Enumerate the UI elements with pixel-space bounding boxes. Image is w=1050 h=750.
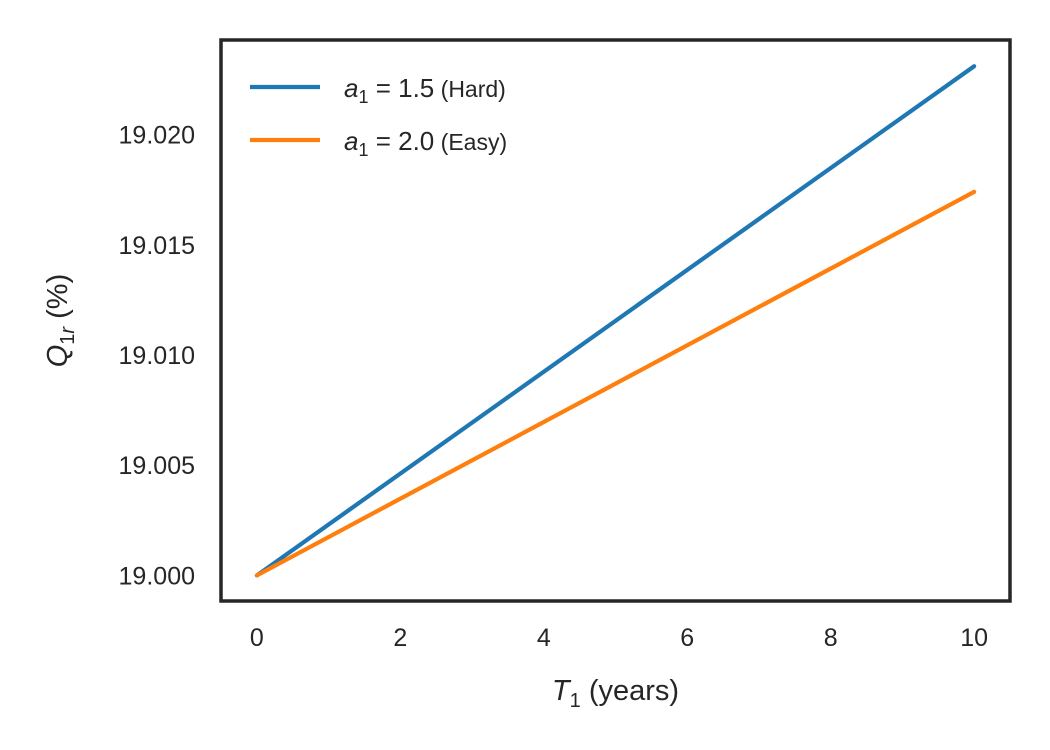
y-tick-label: 19.020 bbox=[119, 122, 195, 150]
ticks-layer: 0 2 4 6 8 10 19.000 19.005 19.010 19.015 19.020 bbox=[119, 122, 989, 652]
legend-symbol: a bbox=[344, 126, 358, 156]
y-axis-label-subscript-italic: r bbox=[57, 326, 79, 334]
x-axis-label-text: (years) bbox=[581, 675, 679, 707]
legend-note: (Hard) bbox=[434, 76, 506, 102]
series-line-1 bbox=[254, 64, 977, 578]
series-line-2 bbox=[254, 189, 977, 578]
legend-note: (Easy) bbox=[434, 129, 507, 155]
x-tick-label: 0 bbox=[250, 624, 264, 652]
legend-value: = 2.0 bbox=[368, 126, 434, 156]
legend-value: = 1.5 bbox=[368, 73, 434, 103]
y-axis-label-text: (%) bbox=[42, 274, 74, 327]
x-tick-label: 2 bbox=[393, 624, 407, 652]
legend-label-2: a1 = 2.0 (Easy) bbox=[344, 126, 507, 160]
y-tick-label: 19.000 bbox=[119, 562, 195, 590]
y-axis-label: Q1r (%) bbox=[42, 274, 79, 368]
legend-label-1: a1 = 1.5 (Hard) bbox=[344, 73, 506, 107]
x-tick-label: 6 bbox=[680, 624, 694, 652]
x-axis-label: T1 (years) bbox=[552, 675, 679, 712]
legend-symbol: a bbox=[344, 73, 358, 103]
x-tick-label: 4 bbox=[537, 624, 551, 652]
x-tick-label: 10 bbox=[960, 624, 988, 652]
y-tick-label: 19.015 bbox=[119, 232, 195, 260]
x-tick-label: 8 bbox=[824, 624, 838, 652]
x-axis-label-subscript: 1 bbox=[570, 690, 581, 712]
plot-frame bbox=[219, 38, 1012, 603]
legend-subscript: 1 bbox=[358, 140, 368, 160]
y-tick-label: 19.005 bbox=[119, 452, 195, 480]
y-axis-label-subscript: 1 bbox=[57, 334, 79, 345]
y-axis-label-symbol: Q bbox=[42, 345, 74, 368]
legend-subscript: 1 bbox=[358, 87, 368, 107]
x-axis-label-symbol: T bbox=[552, 675, 572, 707]
y-tick-label: 19.010 bbox=[119, 342, 195, 370]
legend: a1 = 1.5 (Hard)a1 = 2.0 (Easy) bbox=[250, 73, 507, 160]
series-layer bbox=[254, 64, 977, 578]
